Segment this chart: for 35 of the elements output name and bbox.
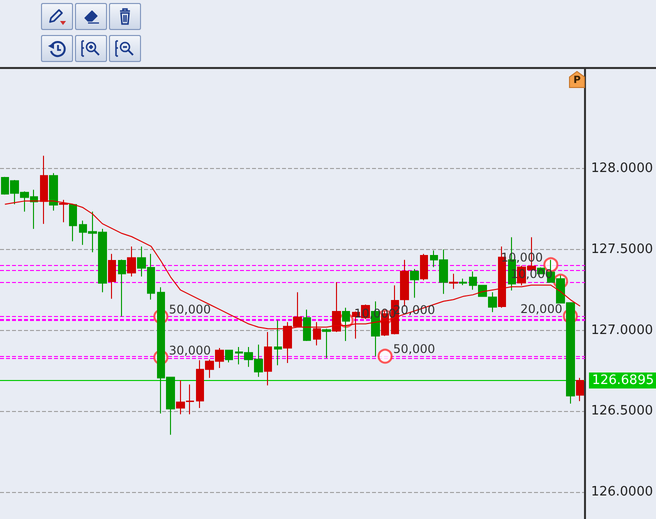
annotation: 10,000 <box>510 267 553 282</box>
candlestick <box>69 204 77 242</box>
candlestick <box>225 349 233 363</box>
annotation: P <box>572 75 582 86</box>
candlestick <box>127 246 136 278</box>
y-tick-label: 126.0000 <box>590 484 653 500</box>
annotation: 50,000 <box>393 342 436 356</box>
annotation: 30,000 <box>168 343 211 358</box>
candlestick <box>410 268 419 298</box>
candlestick <box>59 199 68 223</box>
candlestick <box>332 282 341 332</box>
candlestick <box>274 320 282 366</box>
annotation: 20,000 <box>520 302 562 316</box>
candlestick <box>322 328 331 359</box>
candlestick <box>313 322 321 346</box>
y-tick-label: 127.0000 <box>590 322 653 338</box>
candlestick <box>576 377 584 402</box>
y-tick-label: 126.5000 <box>590 404 653 419</box>
candlestick <box>342 307 350 342</box>
point <box>378 348 393 364</box>
candlestick <box>400 259 409 307</box>
candlestick <box>449 273 458 290</box>
annotation: 50,000 <box>168 302 211 316</box>
line-series <box>4 200 581 330</box>
candlestick <box>49 172 58 212</box>
ref-line-label: 126.6895 <box>592 372 654 388</box>
candlestick <box>420 253 428 281</box>
candlestick <box>264 331 272 386</box>
candlestick <box>118 259 126 317</box>
y-tick-label: 127.5000 <box>590 242 653 258</box>
candlestick <box>459 278 467 286</box>
candlestick <box>108 253 116 300</box>
candlestick <box>40 155 48 224</box>
candlestick <box>303 309 311 342</box>
y-tick-label: 128.0000 <box>590 161 653 176</box>
